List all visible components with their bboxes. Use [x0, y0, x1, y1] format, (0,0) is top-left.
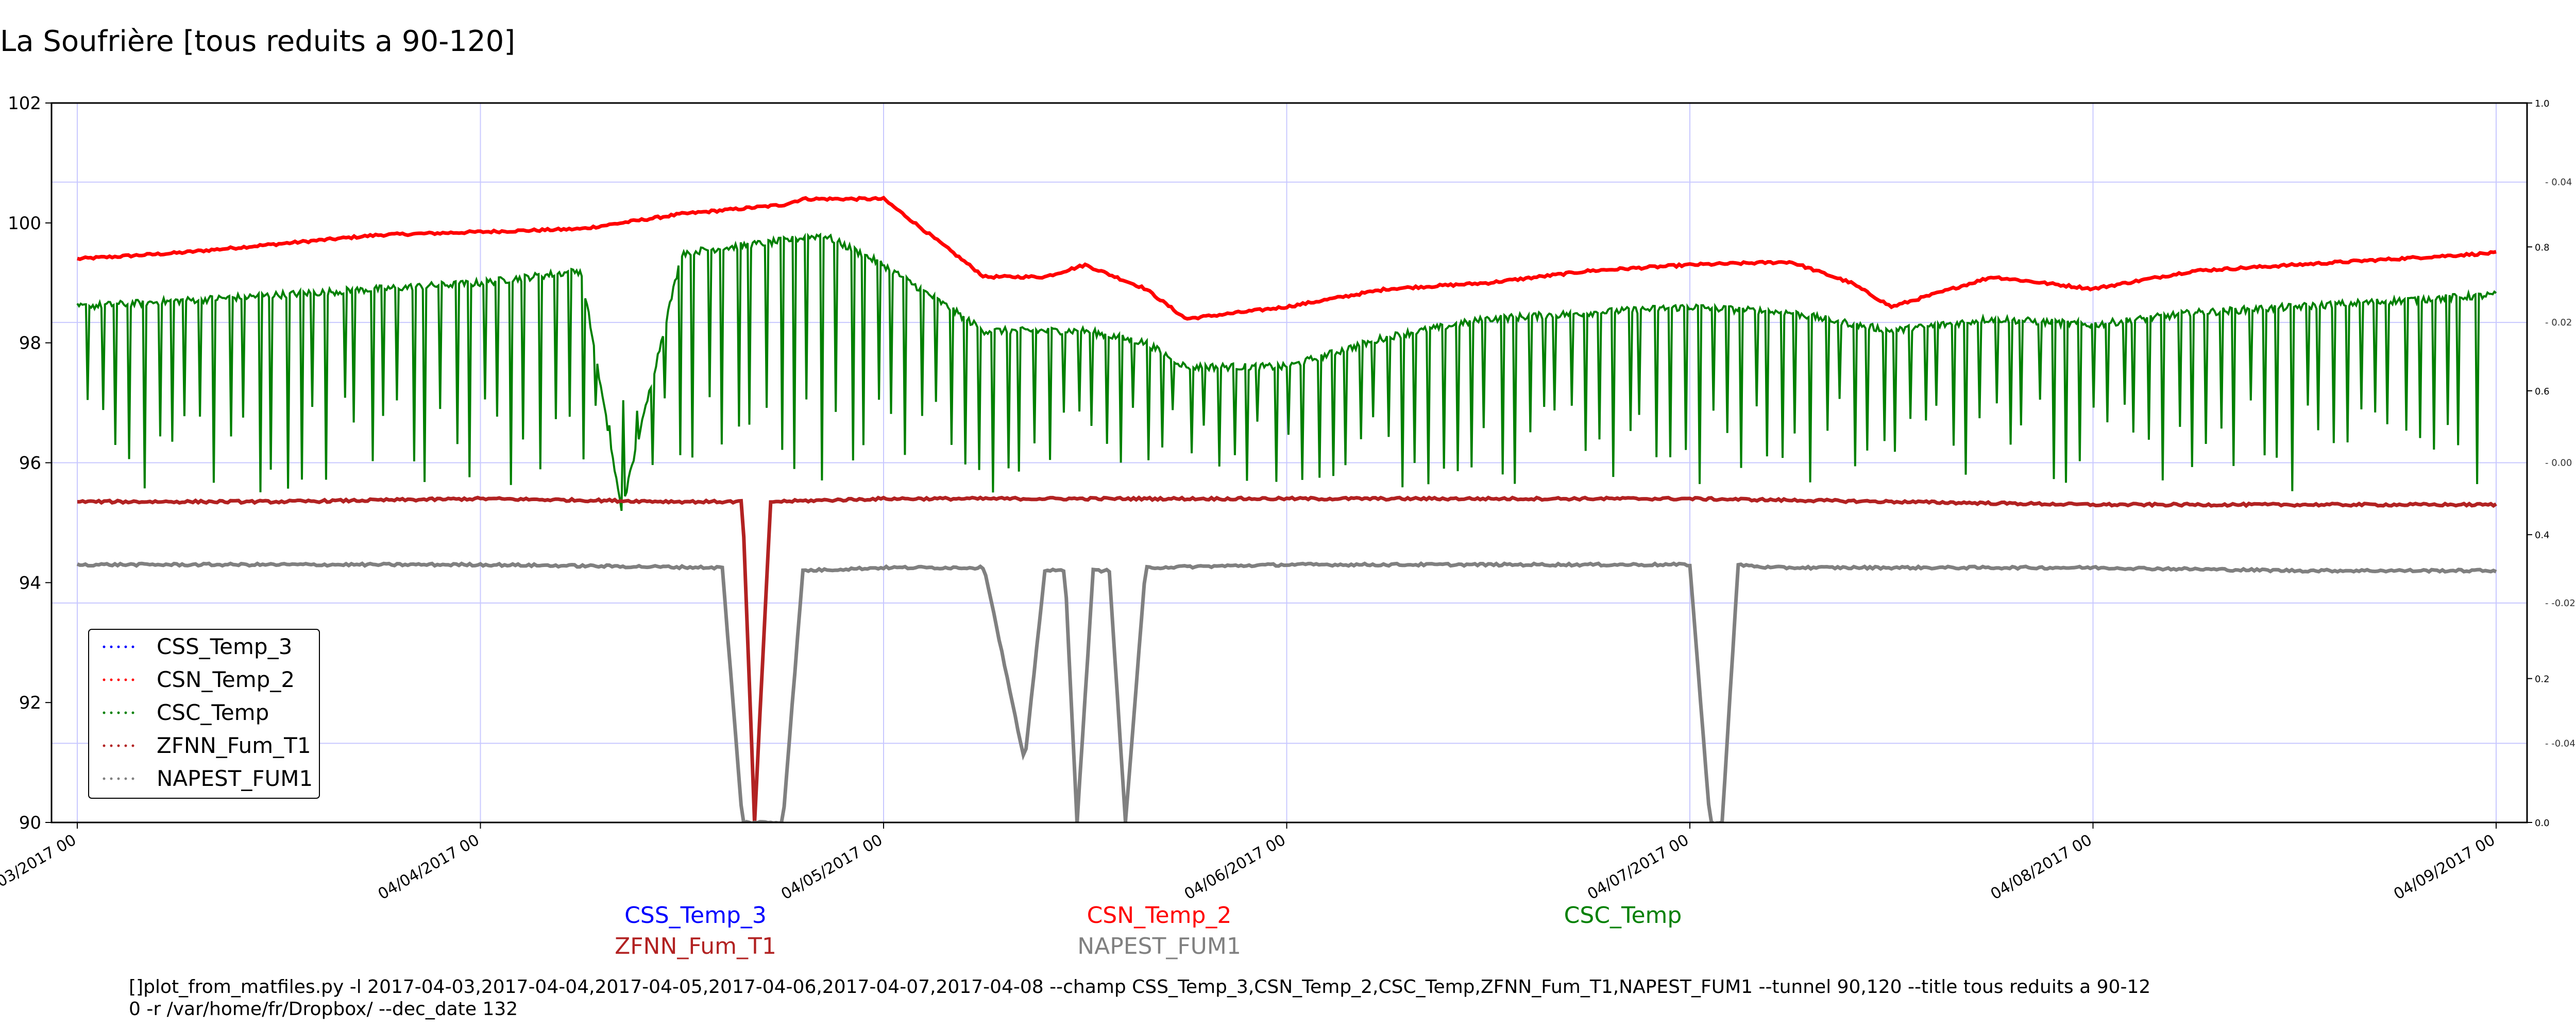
- legend-marker: [103, 711, 106, 714]
- series-label-CSN_Temp_2: CSN_Temp_2: [1087, 902, 1232, 929]
- right-tick-label: 0.0: [2535, 818, 2550, 829]
- series-line: [76, 561, 2497, 822]
- footer-line-2: 0 -r /var/home/fr/Dropbox/ --dec_date 13…: [129, 999, 518, 1020]
- command-footer: []plot_from_matfiles.py -l 2017-04-03,20…: [129, 976, 2150, 1020]
- legend-marker: [103, 777, 106, 780]
- right-tick-label: 0.8: [2535, 242, 2550, 253]
- right-inner-tick-label: - 0.02: [2545, 317, 2572, 328]
- x-tick-label: 04/06/2017 00: [1181, 831, 1289, 904]
- series-label-CSC_Temp: CSC_Temp: [1564, 902, 1682, 929]
- y-tick-label: 92: [19, 693, 41, 713]
- right-inner-tick-label: - 0.04: [2545, 177, 2572, 188]
- series-CSC_Temp: [76, 232, 2497, 511]
- legend-marker: [131, 711, 134, 714]
- gridlines: [52, 103, 2527, 822]
- legend-marker: [124, 711, 127, 714]
- legend-marker: [117, 777, 120, 780]
- legend-marker: [124, 777, 127, 780]
- chart-title: La Soufrière [tous reduits a 90-120]: [0, 25, 516, 58]
- y-tick-label: 100: [8, 213, 41, 234]
- y-axis: 90 92 94 96 98 100 102: [8, 93, 52, 833]
- legend-marker: [110, 678, 113, 681]
- series-line: [76, 232, 2497, 511]
- y-tick-label: 102: [8, 93, 41, 114]
- legend-marker: [117, 678, 120, 681]
- x-tick-label: 04/03/2017 00: [0, 831, 79, 904]
- legend-marker: [110, 777, 113, 780]
- x-tick-label: 04/07/2017 00: [1584, 831, 1692, 904]
- legend-marker: [110, 645, 113, 648]
- right-tick-label: 1.0: [2535, 98, 2550, 109]
- series-layer: [76, 195, 2497, 822]
- legend-marker: [131, 645, 134, 648]
- legend-marker: [124, 645, 127, 648]
- y-tick-label: 90: [19, 813, 41, 833]
- y-tick-label: 94: [19, 573, 41, 593]
- legend: CSS_Temp_3 CSN_Temp_2 CSC_Temp ZFNN_Fum_T1 N…: [88, 629, 320, 799]
- legend-marker: [131, 678, 134, 681]
- legend-marker: [110, 711, 113, 714]
- x-tick-label: 04/05/2017 00: [778, 831, 886, 904]
- legend-marker: [124, 744, 127, 747]
- y-tick-label: 98: [19, 333, 41, 354]
- legend-marker: [117, 645, 120, 648]
- x-axis: 04/03/2017 00 04/04/2017 00 04/05/2017 00 0…: [0, 822, 2498, 903]
- x-tick-label: 04/09/2017 00: [2391, 831, 2498, 904]
- legend-marker: [131, 744, 134, 747]
- legend-marker: [103, 678, 106, 681]
- right-tick-label: 0.6: [2535, 386, 2550, 397]
- legend-marker: [103, 744, 106, 747]
- series-CSN_Temp_2: [77, 195, 2497, 321]
- legend-marker: [110, 744, 113, 747]
- legend-marker: [117, 711, 120, 714]
- series-NAPEST_FUM1: [76, 561, 2497, 822]
- footer-line-1: []plot_from_matfiles.py -l 2017-04-03,20…: [129, 976, 2151, 998]
- legend-label: CSN_Temp_2: [157, 667, 295, 692]
- series-line: [77, 195, 2497, 321]
- right-tick-label: 0.4: [2535, 530, 2550, 541]
- series-label-ZFNN_Fum_T1: ZFNN_Fum_T1: [615, 933, 776, 959]
- right-inner-tick-label: - -0.02: [2545, 598, 2575, 609]
- right-axis: 0.0 0.2 0.4 0.6 0.8 1.0 - -0.04 - -0.02 - 0.00 - …: [2527, 98, 2575, 829]
- series-ZFNN_Fum_T1: [77, 495, 2497, 822]
- series-label-CSS_Temp_3: CSS_Temp_3: [624, 902, 767, 929]
- series-line: [77, 495, 2497, 822]
- x-tick-label: 04/04/2017 00: [375, 831, 483, 904]
- legend-marker: [131, 777, 134, 780]
- legend-marker: [124, 678, 127, 681]
- legend-label: CSC_Temp: [157, 700, 269, 725]
- right-inner-tick-label: - -0.04: [2545, 738, 2575, 749]
- legend-label: CSS_Temp_3: [157, 634, 292, 659]
- x-tick-label: 04/08/2017 00: [1988, 831, 2095, 904]
- legend-box: [88, 629, 320, 799]
- legend-label: NAPEST_FUM1: [157, 766, 313, 791]
- y-tick-label: 96: [19, 453, 41, 474]
- series-label-NAPEST_FUM1: NAPEST_FUM1: [1077, 933, 1241, 959]
- right-inner-tick-label: - 0.00: [2545, 458, 2572, 469]
- legend-marker: [103, 645, 106, 648]
- legend-marker: [117, 744, 120, 747]
- legend-label: ZFNN_Fum_T1: [157, 733, 311, 758]
- right-tick-label: 0.2: [2535, 674, 2550, 685]
